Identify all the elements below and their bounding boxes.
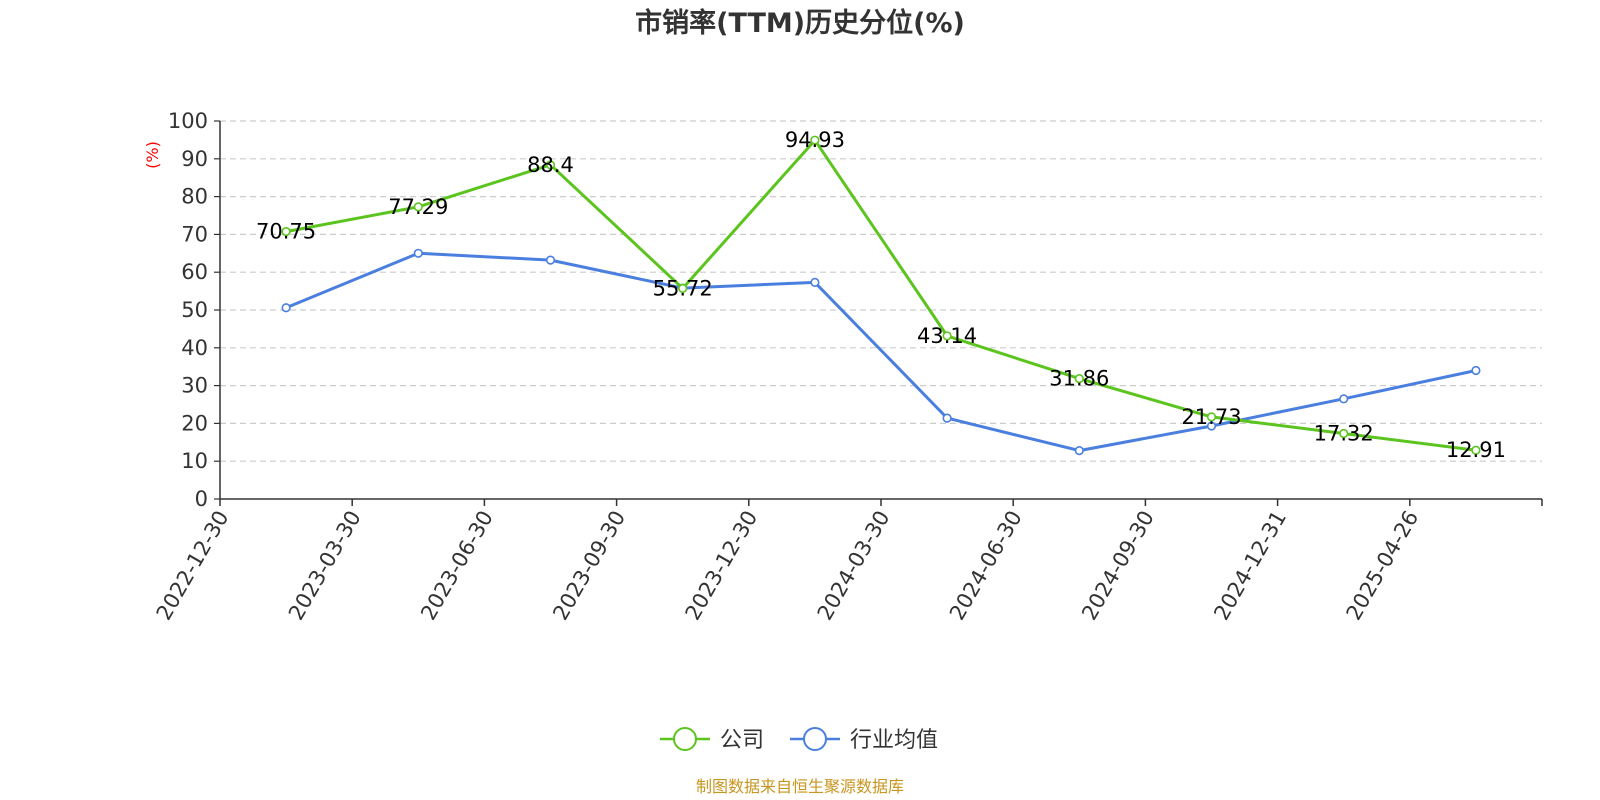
x-tick-label: 2023-03-30 — [284, 507, 366, 625]
y-tick-label: 0 — [195, 487, 208, 511]
data-point[interactable] — [1074, 373, 1084, 384]
y-tick-label: 60 — [181, 260, 208, 284]
y-tick-label: 10 — [181, 449, 208, 473]
y-tick-label: 30 — [181, 374, 208, 398]
legend-marker-icon — [803, 727, 827, 751]
data-point[interactable] — [678, 283, 688, 293]
data-point[interactable] — [413, 248, 423, 258]
y-tick-label: 50 — [181, 298, 208, 322]
y-tick-label: 20 — [181, 411, 208, 435]
legend-label: 行业均值 — [850, 728, 938, 753]
data-point[interactable] — [810, 135, 820, 145]
data-point[interactable] — [1206, 412, 1217, 422]
data-label: 88.4 — [527, 153, 574, 177]
data-label: 17.32 — [1314, 422, 1374, 446]
data-point[interactable] — [545, 255, 556, 265]
data-label: 94.93 — [785, 128, 845, 152]
data-label: 31.86 — [1049, 367, 1109, 391]
y-tick-label: 100 — [168, 109, 208, 133]
y-axis-label: (%) — [143, 141, 162, 169]
data-point[interactable] — [281, 303, 291, 313]
x-tick-label: 2024-09-30 — [1077, 507, 1159, 625]
legend-label: 公司 — [720, 728, 764, 753]
x-tick-label: 2023-09-30 — [548, 507, 630, 625]
y-tick-label: 80 — [181, 185, 208, 209]
data-point[interactable] — [413, 202, 423, 212]
data-point[interactable] — [1206, 421, 1217, 431]
y-tick-label: 70 — [181, 222, 208, 246]
data-point[interactable] — [1339, 394, 1349, 404]
data-label: 70.75 — [256, 220, 316, 244]
series-line-1 — [285, 251, 1477, 453]
x-tick-label: 2025-04-26 — [1342, 507, 1424, 625]
series-line-0 — [285, 138, 1477, 452]
data-point[interactable] — [942, 413, 952, 423]
legend-item-1[interactable]: 行业均值 — [790, 727, 938, 753]
series — [281, 135, 1481, 456]
data-point[interactable] — [1471, 445, 1481, 455]
grid — [220, 120, 1542, 462]
y-tick-label: 90 — [181, 147, 208, 171]
x-tick-label: 2024-06-30 — [945, 506, 1027, 624]
x-tick-label: 2023-06-30 — [416, 507, 498, 625]
legend-item-0[interactable]: 公司 — [660, 727, 764, 753]
y-tick-label: 40 — [181, 336, 208, 360]
data-point[interactable] — [1471, 365, 1481, 376]
data-point[interactable] — [942, 331, 952, 341]
data-label: 43.14 — [917, 324, 977, 348]
data-point[interactable] — [281, 226, 291, 237]
chart-title: 市销率(TTM)历史分位(%) — [635, 7, 965, 39]
data-label: 21.73 — [1181, 405, 1241, 429]
data-point[interactable] — [545, 160, 556, 170]
data-label: 55.72 — [653, 276, 713, 300]
data-point[interactable] — [1339, 428, 1349, 439]
data-label: 12.91 — [1446, 438, 1506, 462]
data-labels: 70.75 77.29 88.4 55.72 94.93 43.14 31.86 21.73 1… — [256, 128, 1506, 462]
x-tick-label: 2024-03-30 — [813, 507, 895, 625]
data-point[interactable] — [1074, 446, 1084, 456]
source-note: 制图数据来自恒生聚源数据库 — [696, 777, 904, 796]
data-label: 77.29 — [388, 195, 448, 219]
x-tick-label: 2022-12-30 — [152, 507, 234, 625]
data-point[interactable] — [810, 277, 820, 288]
x-tick-label: 2024-12-31 — [1209, 507, 1291, 625]
legend[interactable]: 公司 行业均值 — [660, 727, 938, 753]
legend-marker-icon — [673, 727, 697, 751]
x-tick-label: 2023-12-30 — [681, 507, 763, 625]
